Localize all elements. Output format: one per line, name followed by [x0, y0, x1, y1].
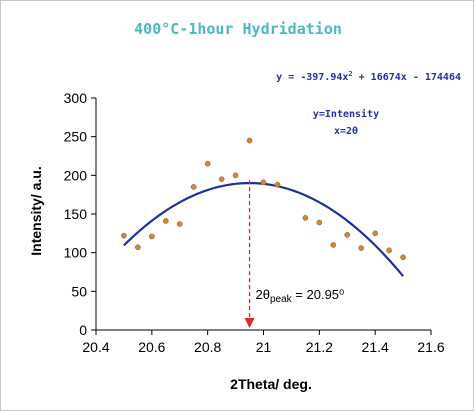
data-point [218, 176, 225, 183]
data-point [372, 230, 379, 237]
data-point [386, 247, 392, 254]
x-tick-label: 21.6 [417, 339, 444, 355]
data-point [232, 172, 239, 179]
axes: 0 50 100 150 200 250 300 20.4 20.6 20.8 21 21.2 21.4… [64, 90, 445, 355]
y-tick-label: 50 [71, 283, 87, 299]
data-point [121, 232, 127, 239]
data-point [400, 254, 406, 261]
legend-line-y: y=Intensity [313, 108, 379, 120]
data-point [176, 221, 183, 227]
data-points-layer [121, 137, 406, 261]
data-point [190, 184, 197, 190]
y-tick-label: 100 [64, 245, 88, 261]
legend-line-x: x=2θ [334, 126, 358, 137]
peak-arrow-head [244, 318, 255, 328]
x-axis-label: 2Theta/ deg. [230, 376, 312, 392]
fit-equation: y = -397.94x2 + 16674x - 174464 [276, 70, 461, 83]
peak-label: 2θpeak = 20.95⁰ [256, 287, 345, 305]
y-tick-label: 0 [79, 322, 87, 338]
y-tick-label: 200 [64, 167, 88, 183]
chart-title: 400°C-1hour Hydridation [134, 20, 342, 38]
data-point [135, 244, 141, 251]
fit-curve-layer [123, 181, 404, 277]
data-point [344, 232, 351, 238]
data-point [302, 215, 309, 221]
data-point [330, 242, 337, 248]
data-point [358, 245, 365, 251]
y-axis-label: Intensity/ a.u. [28, 166, 44, 255]
x-tick-label: 20.4 [82, 339, 109, 355]
peak-annotation-layer: 2θpeak = 20.95⁰ [244, 180, 345, 328]
y-tick-label: 250 [64, 129, 88, 145]
x-tick-label: 21 [256, 339, 272, 355]
y-tick-label: 150 [64, 206, 88, 222]
data-point [162, 218, 169, 224]
data-point [260, 179, 267, 186]
x-tick-label: 21.2 [306, 339, 333, 355]
x-tick-label: 20.6 [138, 339, 165, 355]
data-point [246, 137, 253, 144]
data-point [274, 181, 281, 188]
x-tick-label: 20.8 [194, 339, 221, 355]
data-point [148, 233, 155, 240]
data-point [204, 160, 211, 167]
fit-curve [123, 181, 404, 277]
y-tick-label: 300 [64, 90, 88, 106]
data-point [316, 219, 323, 226]
x-tick-label: 21.4 [362, 339, 389, 355]
